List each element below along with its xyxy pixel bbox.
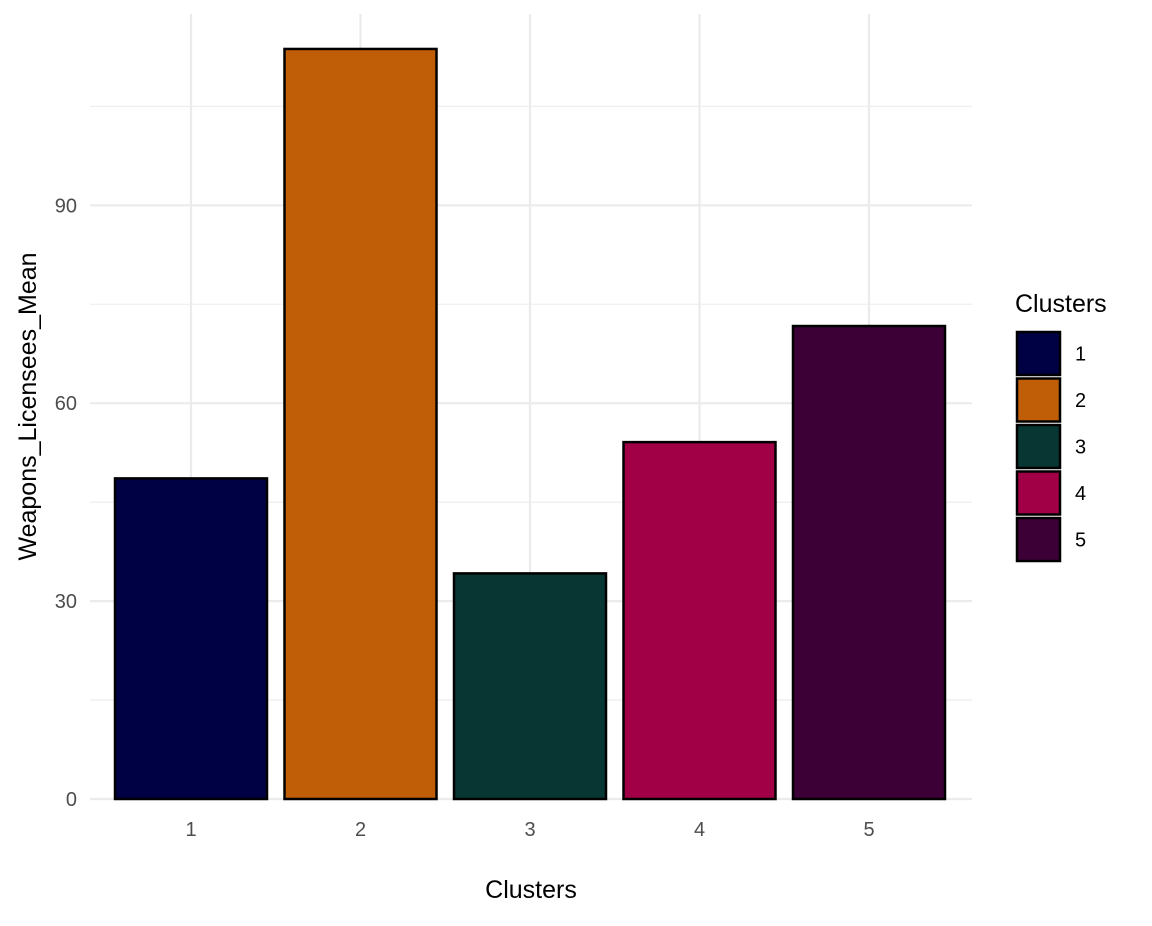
legend-title: Clusters: [1015, 290, 1107, 318]
legend-key-4: [1015, 470, 1062, 516]
legend-label: 3: [1075, 437, 1086, 459]
y-tick-label: 30: [55, 591, 77, 613]
legend: Clusters 1 2 3 4 5: [1015, 290, 1107, 563]
x-tick-label: 4: [694, 819, 705, 841]
x-tick-label: 1: [185, 819, 196, 841]
legend-label: 1: [1075, 344, 1086, 366]
y-tick-label: 60: [55, 393, 77, 415]
legend-key-1: [1015, 330, 1062, 377]
bar-cluster-1: [113, 477, 269, 801]
legend-key-5: [1015, 516, 1062, 563]
legend-key-3: [1015, 423, 1062, 470]
bar-cluster-4: [622, 440, 777, 801]
y-tick-label: 0: [66, 789, 77, 811]
y-tick-label: 90: [55, 195, 77, 217]
bars: [113, 47, 947, 801]
x-axis-title: Clusters: [485, 876, 577, 904]
bar-cluster-3: [452, 572, 608, 801]
bar-cluster-5: [791, 324, 947, 801]
x-tick-label: 5: [863, 819, 874, 841]
x-tick-label: 3: [524, 819, 535, 841]
legend-label: 5: [1075, 530, 1086, 552]
legend-label: 4: [1075, 483, 1086, 505]
y-axis-title: Weapons_Licensees_Mean: [14, 252, 42, 560]
x-tick-label: 2: [355, 819, 366, 841]
legend-key-2: [1015, 377, 1062, 423]
x-axis-ticks: 1 2 3 4 5: [185, 819, 874, 841]
legend-label: 2: [1075, 390, 1086, 412]
bar-cluster-2: [283, 47, 438, 801]
y-axis-ticks: 0 30 60 90: [55, 195, 77, 811]
